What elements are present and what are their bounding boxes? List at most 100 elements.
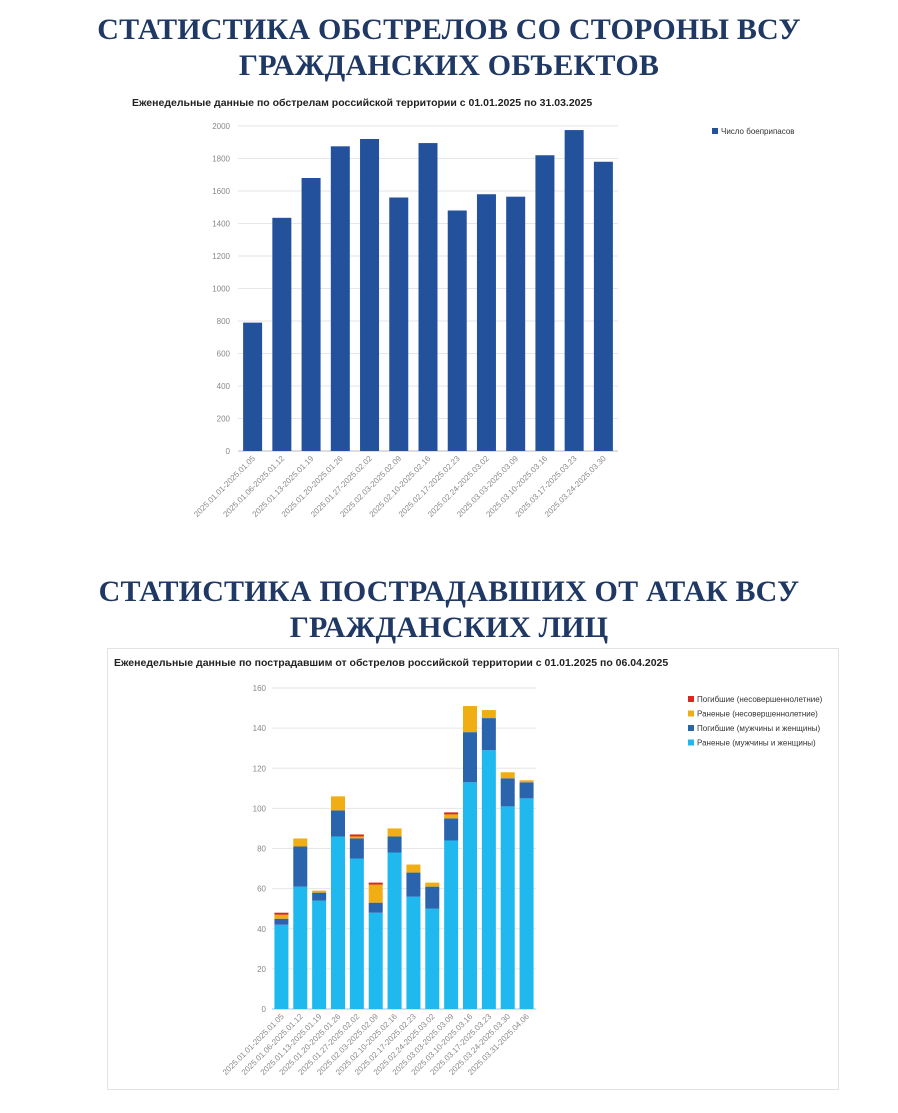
chart-panel — [107, 648, 839, 1090]
bar-segment — [312, 892, 327, 901]
bar-segment — [368, 884, 383, 903]
bar-segment — [425, 886, 440, 909]
heading-line: ГРАЖДАНСКИХ ОБЪЕКТОВ — [238, 49, 660, 82]
y-tick-label: 160 — [253, 684, 267, 693]
heading-shelling-stats: СТАТИСТИКА ОБСТРЕЛОВ СО СТОРОНЫ ВСУ ГРАЖ… — [0, 12, 898, 84]
bar — [535, 155, 555, 451]
y-tick-label: 1200 — [212, 252, 230, 261]
legend-swatch — [688, 696, 694, 702]
legend-swatch — [688, 725, 694, 731]
bar — [272, 217, 292, 451]
y-tick-label: 200 — [217, 415, 231, 424]
legend-swatch — [688, 739, 694, 746]
bar-segment — [444, 812, 459, 815]
bar — [301, 178, 321, 451]
bar-segment — [274, 912, 289, 915]
bar-segment — [406, 896, 421, 1009]
bar — [243, 322, 263, 451]
chart-title: Еженедельные данные по обстрелам российс… — [132, 97, 593, 109]
chart-title: Еженедельные данные по пострадавшим от о… — [114, 657, 669, 669]
bar-segment — [463, 706, 477, 733]
bar-segment — [331, 796, 345, 811]
bar-segment — [406, 872, 421, 897]
bar-segment — [349, 834, 364, 837]
legend-swatch — [712, 128, 718, 134]
bar — [506, 196, 526, 451]
bar — [330, 146, 350, 451]
y-tick-label: 400 — [217, 382, 231, 391]
bar-segment — [406, 864, 421, 873]
bar-segment — [312, 890, 327, 893]
legend-label: Погибшие (несовершеннолетние) — [697, 695, 823, 704]
y-tick-label: 100 — [253, 804, 267, 813]
heading-line: СТАТИСТИКА ОБСТРЕЛОВ СО СТОРОНЫ ВСУ — [97, 13, 801, 46]
bar-segment — [481, 718, 496, 751]
bar — [447, 210, 467, 451]
bar-segment — [274, 918, 289, 925]
legend-label: Раненые (мужчины и женщины) — [697, 739, 816, 748]
bar-segment — [481, 710, 496, 719]
y-tick-label: 1400 — [212, 220, 230, 229]
bar-segment — [463, 732, 477, 783]
y-tick-label: 2000 — [212, 122, 230, 131]
bar-segment — [519, 782, 534, 799]
legend-label: Раненые (несовершеннолетние) — [697, 710, 818, 719]
y-tick-label: 120 — [253, 764, 267, 773]
y-tick-label: 80 — [257, 845, 266, 854]
legend-label: Погибшие (мужчины и женщины) — [697, 724, 820, 733]
bar — [360, 139, 380, 451]
y-tick-label: 0 — [262, 1005, 267, 1014]
bar-segment — [500, 772, 515, 779]
bar-segment — [331, 836, 345, 1009]
bar-segment — [463, 782, 477, 1009]
bar-segment — [481, 750, 496, 1009]
y-tick-label: 1000 — [212, 285, 230, 294]
bar-segment — [331, 810, 345, 837]
bar-segment — [368, 882, 383, 885]
bar-segment — [500, 806, 515, 1009]
y-tick-label: 0 — [226, 447, 231, 456]
heading-line: ГРАЖДАНСКИХ ЛИЦ — [289, 611, 609, 644]
bar-segment — [293, 846, 308, 887]
bar-segment — [387, 852, 402, 1009]
y-tick-label: 800 — [217, 317, 231, 326]
legend-swatch — [688, 710, 694, 717]
bar-segment — [368, 912, 383, 1009]
y-tick-label: 1600 — [212, 187, 230, 196]
bar-segment — [368, 902, 383, 913]
bar-segment — [519, 798, 534, 1009]
bar-segment — [444, 814, 459, 819]
y-tick-label: 1800 — [212, 155, 230, 164]
y-tick-label: 140 — [253, 724, 267, 733]
bar — [476, 194, 496, 451]
shelling-bar-chart: 0200400600800100012001400160018002000202… — [192, 122, 795, 519]
bar-segment — [274, 914, 289, 919]
bar-segment — [425, 908, 440, 1009]
bar-segment — [349, 838, 364, 859]
bar-segment — [444, 840, 459, 1009]
bar-segment — [274, 924, 289, 1009]
bar-segment — [387, 828, 402, 837]
y-tick-label: 40 — [257, 925, 266, 934]
bar-segment — [387, 836, 402, 853]
bar-segment — [312, 900, 327, 1009]
bar — [418, 143, 438, 451]
bar-segment — [500, 778, 515, 807]
bar — [389, 197, 409, 451]
bar-segment — [444, 818, 459, 841]
bar-segment — [425, 882, 440, 887]
bar — [564, 130, 584, 451]
bar-segment — [349, 858, 364, 1009]
bar-segment — [293, 838, 308, 847]
legend-label: Число боеприпасов — [721, 127, 795, 136]
bar-segment — [349, 836, 364, 839]
heading-line: СТАТИСТИКА ПОСТРАДАВШИХ ОТ АТАК ВСУ — [98, 575, 800, 608]
y-tick-label: 600 — [217, 350, 231, 359]
bar-segment — [293, 886, 308, 1009]
y-tick-label: 20 — [257, 965, 266, 974]
heading-casualty-stats: СТАТИСТИКА ПОСТРАДАВШИХ ОТ АТАК ВСУ ГРАЖ… — [0, 574, 898, 646]
bar-segment — [519, 780, 534, 783]
y-tick-label: 60 — [257, 885, 266, 894]
bar — [593, 161, 613, 451]
